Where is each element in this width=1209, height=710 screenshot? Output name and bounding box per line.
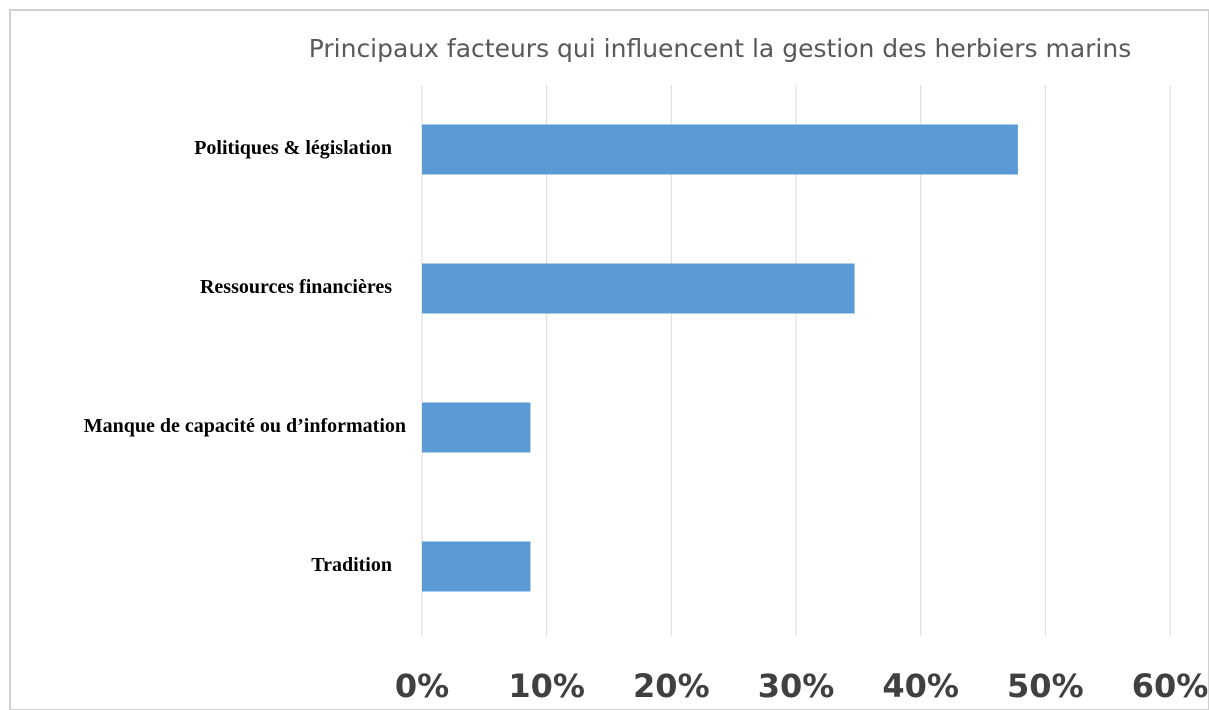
y-tick-label: Manque de capacité ou d’information [84, 415, 406, 437]
x-tick-label: 30% [758, 667, 835, 705]
x-tick-label: 0% [395, 667, 449, 705]
chart-title: Principaux facteurs qui influencent la g… [309, 34, 1132, 63]
y-tick-label: Ressources financières [200, 276, 392, 298]
chart-border [9, 9, 1209, 710]
x-tick-label: 10% [508, 667, 585, 705]
bar [422, 263, 855, 314]
bar [422, 402, 531, 453]
x-tick-label: 50% [1007, 667, 1084, 705]
x-tick-label: 20% [633, 667, 710, 705]
bar [422, 124, 1018, 175]
bar [422, 541, 531, 592]
x-tick-label: 60% [1132, 667, 1209, 705]
y-tick-label: Politiques & législation [194, 137, 392, 159]
y-tick-label: Tradition [311, 554, 392, 576]
x-tick-label: 40% [882, 667, 959, 705]
